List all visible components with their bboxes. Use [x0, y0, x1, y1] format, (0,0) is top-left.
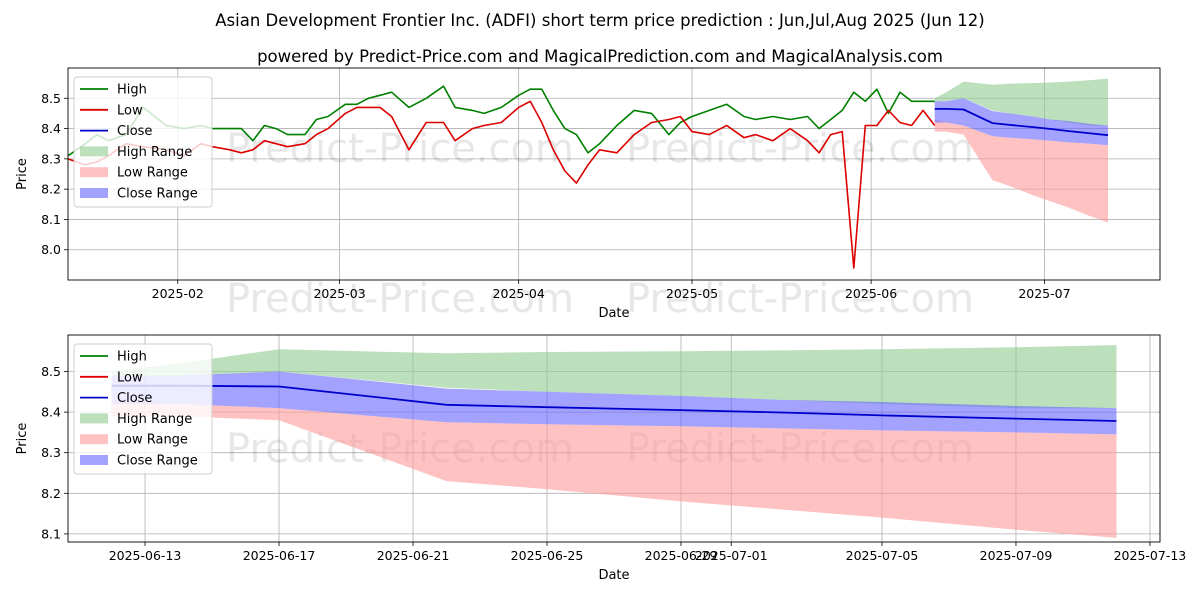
- watermark-text: Predict-Price.com: [226, 276, 574, 322]
- watermark-text: Predict-Price.com: [626, 126, 974, 172]
- legend-low-range-swatch: [80, 434, 108, 445]
- x-tick-label: 2025-04: [493, 286, 545, 301]
- x-tick-label: 2025-07-13: [1114, 548, 1187, 563]
- y-tick-label: 8.0: [41, 242, 61, 257]
- y-tick-label: 8.4: [41, 405, 61, 420]
- legend-box: [73, 343, 213, 475]
- legend-close-range-label: Close Range: [117, 187, 198, 202]
- legend-high-range-swatch: [80, 413, 108, 424]
- y-tick-label: 8.5: [41, 91, 61, 106]
- plot-area: [111, 345, 1117, 538]
- plot-area: [68, 78, 1109, 269]
- overview-chart-panel: Predict-Price.com Predict-Price.com Predic…: [15, 67, 1161, 322]
- x-tick-label: 2025-06-17: [243, 548, 316, 563]
- legend-low-label: Low: [117, 370, 143, 385]
- x-tick-label: 2025-07-05: [846, 548, 919, 563]
- close-range-band: [934, 98, 1108, 146]
- x-tick-label: 2025-06-25: [511, 548, 584, 563]
- close-range-band: [111, 371, 1117, 435]
- y-axis-label: Price: [15, 423, 30, 455]
- x-tick-label: 2025-06-21: [377, 548, 450, 563]
- legend-box: [73, 76, 213, 208]
- y-tick-label: 8.1: [41, 526, 61, 541]
- y-tick-label: 8.3: [41, 151, 61, 166]
- low-range-band: [934, 119, 1108, 223]
- x-tick-label: 2025-03: [313, 286, 365, 301]
- legend-low-range-label: Low Range: [117, 433, 188, 448]
- legend-close-label: Close: [117, 124, 152, 139]
- y-tick-label: 8.5: [41, 364, 61, 379]
- x-tick-label: 2025-06-13: [109, 548, 182, 563]
- high-range-band: [111, 345, 1117, 409]
- legend-low-range-label: Low Range: [117, 166, 188, 181]
- legend-high-range-swatch: [80, 146, 108, 157]
- y-tick-label: 8.4: [41, 121, 61, 136]
- high-series-line: [68, 85, 935, 157]
- legend-high-range-label: High Range: [117, 145, 192, 160]
- x-tick-label: 2025-02: [152, 286, 204, 301]
- legend-low-label: Low: [117, 103, 143, 118]
- legend-close-range-swatch: [80, 188, 108, 198]
- chart-title: Asian Development Frontier Inc. (ADFI) s…: [215, 11, 984, 30]
- legend-high-label: High: [117, 350, 147, 365]
- legend: High Low Close High Range Low Range Close Ran…: [73, 343, 213, 475]
- axes-frame: [67, 67, 1161, 281]
- x-tick-label: 2025-07-01: [695, 548, 768, 563]
- legend-high-range-label: High Range: [117, 412, 192, 427]
- legend-close-range-swatch: [80, 455, 108, 465]
- legend-close-range-label: Close Range: [117, 454, 198, 469]
- legend-low-range-swatch: [80, 167, 108, 178]
- high-range-band: [934, 78, 1108, 126]
- legend-high-label: High: [117, 83, 147, 98]
- forecast-chart-panel: Predict-Price.comPredict-Price.com8.18.2…: [15, 334, 1187, 583]
- watermark-text: Predict-Price.com: [626, 276, 974, 322]
- x-tick-label: 2025-05: [666, 286, 718, 301]
- close-series-line: [111, 384, 1117, 422]
- x-axis-label: Date: [598, 568, 629, 583]
- x-tick-label: 2025-07-09: [980, 548, 1053, 563]
- y-tick-label: 8.1: [41, 212, 61, 227]
- y-tick-label: 8.2: [41, 182, 61, 197]
- low-range-band: [111, 399, 1117, 538]
- x-axis-label: Date: [598, 306, 629, 321]
- y-tick-label: 8.2: [41, 486, 61, 501]
- x-tick-label: 2025-06: [845, 286, 897, 301]
- x-tick-label: 2025-06-29: [645, 548, 718, 563]
- legend: High Low Close High Range Low Range Close Ran…: [73, 76, 213, 208]
- axes-frame: [67, 334, 1161, 543]
- y-tick-label: 8.3: [41, 445, 61, 460]
- y-axis-label: Price: [15, 158, 30, 190]
- close-series-line: [934, 108, 1109, 137]
- legend-close-label: Close: [117, 391, 152, 406]
- low-series-line: [68, 100, 936, 269]
- x-tick-label: 2025-07: [1018, 286, 1070, 301]
- chart-subtitle: powered by Predict-Price.com and Magical…: [257, 47, 943, 66]
